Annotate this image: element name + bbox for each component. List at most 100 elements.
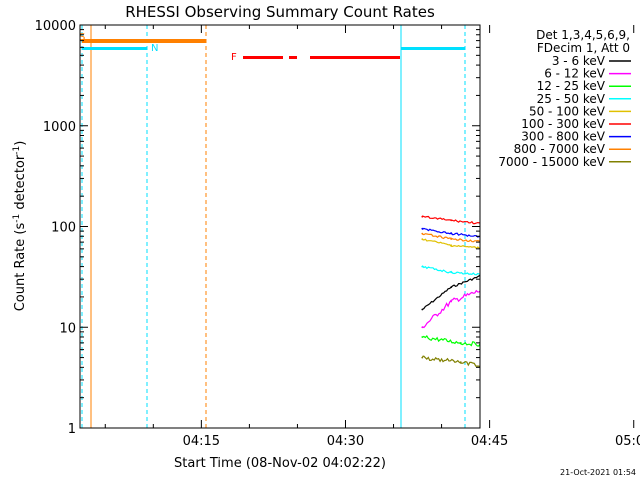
series-point-9 — [633, 353, 635, 355]
y-tick-label: 1000 — [43, 120, 76, 135]
plot-area: S N F 11010010001000004:1504:3004:4505:000… — [35, 19, 640, 449]
series-point-3 — [421, 336, 424, 338]
series-point-6 — [633, 228, 635, 230]
series-point-5 — [537, 249, 539, 251]
series-point-8 — [421, 232, 424, 235]
legend-header-line1: Det 1,3,4,5,6,9, — [536, 28, 630, 42]
series-point-3 — [508, 345, 510, 347]
series-point-5 — [489, 248, 491, 250]
legend-label: 3 - 6 keV — [552, 54, 606, 68]
night-flag-bar — [401, 47, 465, 50]
series-point-4 — [450, 271, 453, 274]
series-point-5 — [633, 248, 635, 250]
series-point-7 — [633, 240, 635, 242]
series-point-4 — [633, 274, 635, 276]
x-tick-label: 04:45 — [471, 434, 508, 449]
legend: Det 1,3,4,5,6,9, FDecim 1, Att 0 3 - 6 k… — [498, 28, 631, 169]
series-point-2 — [450, 300, 453, 303]
series-point-4 — [489, 274, 491, 276]
series-line-7 — [421, 227, 480, 238]
series-point-7 — [537, 239, 539, 241]
series-line-9 — [422, 355, 480, 368]
series-point-1 — [489, 272, 491, 274]
legend-label: 100 - 300 keV — [521, 117, 605, 131]
series-point-6 — [450, 219, 453, 222]
series-point-8 — [450, 238, 453, 241]
series-point-8 — [633, 241, 635, 243]
night-flag-bar — [82, 47, 147, 50]
y-tick-label: 1 — [68, 422, 76, 437]
series-point-8 — [489, 241, 491, 243]
y-axis-label-main: Count Rate (s — [13, 223, 28, 312]
series-point-9 — [604, 370, 606, 372]
axis-ticks: 11010010001000004:1504:3004:4505:0005:15… — [35, 19, 640, 449]
footer-timestamp: 21-Oct-2021 01:54 — [560, 468, 636, 477]
series-point-3 — [623, 326, 625, 328]
legend-label: 300 - 800 keV — [521, 130, 605, 144]
series-point-9 — [459, 361, 462, 364]
legend-label: 7000 - 15000 keV — [498, 155, 605, 169]
series-point-8 — [537, 243, 539, 245]
series-point-6 — [537, 226, 539, 228]
series-point-9 — [508, 370, 510, 372]
series-point-2 — [489, 286, 491, 288]
legend-label: 25 - 50 keV — [537, 92, 606, 106]
y-tick-label: 10 — [59, 321, 76, 336]
legend-label: 6 - 12 keV — [544, 67, 606, 81]
series-point-6 — [421, 215, 424, 218]
series-point-6 — [585, 227, 587, 229]
series-point-5 — [450, 244, 453, 247]
series-point-7 — [489, 237, 491, 239]
series-line-8 — [422, 233, 480, 243]
series-point-8 — [585, 243, 587, 245]
y-axis-label-close: ) — [13, 141, 28, 146]
saa-flag-bar — [82, 39, 206, 43]
legend-header-line2: FDecim 1, Att 0 — [537, 41, 630, 55]
event-markers — [81, 25, 466, 428]
saa-flag-label: S — [79, 32, 85, 43]
series-point-3 — [604, 357, 606, 359]
series-point-5 — [421, 238, 424, 241]
series-point-4 — [537, 276, 539, 278]
flare-flag-bar — [310, 56, 400, 59]
night-flag-label: N — [151, 43, 158, 54]
series-point-6 — [489, 224, 491, 226]
y-tick-label: 100 — [51, 221, 76, 236]
y-tick-label: 10000 — [35, 19, 76, 34]
series-point-1 — [566, 272, 568, 274]
series-group — [421, 215, 635, 373]
series-point-1 — [623, 235, 625, 237]
flare-flag-bar — [289, 56, 297, 59]
series-point-4 — [585, 276, 587, 278]
series-point-7 — [450, 232, 453, 235]
x-tick-label: 04:30 — [327, 434, 364, 449]
series-point-2 — [566, 292, 568, 294]
series-point-3 — [459, 342, 462, 344]
series-point-2 — [604, 296, 606, 298]
legend-label: 800 - 7000 keV — [514, 142, 606, 156]
series-point-3 — [556, 353, 558, 355]
chart-title: RHESSI Observing Summary Count Rates — [125, 3, 435, 21]
series-point-5 — [585, 249, 587, 251]
series-point-2 — [623, 248, 625, 250]
series-point-7 — [585, 240, 587, 242]
series-point-2 — [421, 326, 424, 329]
y-axis-label-sup2: -1 — [12, 146, 22, 155]
x-tick-label: 04:15 — [183, 434, 220, 449]
plot-frame — [79, 24, 481, 429]
flare-flag-bar — [243, 56, 283, 59]
series-point-9 — [421, 356, 424, 359]
series-point-2 — [527, 296, 529, 298]
series-point-4 — [421, 265, 424, 268]
flare-flag-label: F — [231, 52, 237, 63]
series-line-4 — [421, 265, 480, 276]
x-tick-label: 05:00 — [615, 434, 640, 449]
series-point-1 — [450, 286, 453, 289]
series-point-1 — [604, 274, 606, 276]
series-point-9 — [556, 371, 558, 373]
x-axis-label: Start Time (08-Nov-02 04:02:22) — [174, 456, 386, 471]
series-point-7 — [421, 227, 424, 230]
legend-label: 50 - 100 keV — [529, 104, 606, 118]
series-point-1 — [421, 308, 424, 311]
